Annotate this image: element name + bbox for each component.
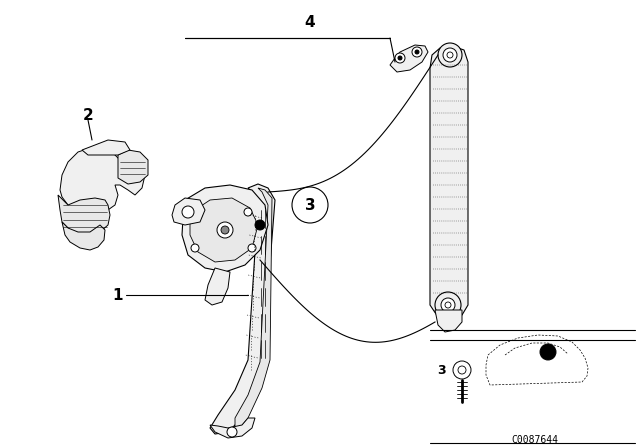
Circle shape bbox=[182, 206, 194, 218]
Circle shape bbox=[255, 220, 265, 230]
Circle shape bbox=[217, 222, 233, 238]
Circle shape bbox=[441, 298, 455, 312]
Circle shape bbox=[412, 47, 422, 57]
Polygon shape bbox=[235, 188, 272, 428]
Circle shape bbox=[398, 56, 402, 60]
Circle shape bbox=[221, 226, 229, 234]
Polygon shape bbox=[205, 268, 230, 305]
Circle shape bbox=[453, 361, 471, 379]
Text: 3: 3 bbox=[438, 363, 446, 376]
Polygon shape bbox=[190, 198, 258, 262]
Circle shape bbox=[458, 366, 466, 374]
Text: 4: 4 bbox=[305, 14, 316, 30]
Circle shape bbox=[438, 43, 462, 67]
Polygon shape bbox=[210, 418, 255, 438]
Circle shape bbox=[227, 427, 237, 437]
Circle shape bbox=[443, 48, 457, 62]
Polygon shape bbox=[118, 150, 148, 184]
Polygon shape bbox=[435, 310, 462, 332]
Text: 3: 3 bbox=[305, 198, 316, 212]
Polygon shape bbox=[82, 140, 130, 155]
Circle shape bbox=[395, 53, 405, 63]
Polygon shape bbox=[172, 198, 205, 225]
Polygon shape bbox=[58, 195, 110, 235]
Polygon shape bbox=[62, 222, 105, 250]
Circle shape bbox=[435, 292, 461, 318]
Circle shape bbox=[244, 208, 252, 216]
Text: 2: 2 bbox=[83, 108, 93, 122]
Circle shape bbox=[194, 211, 202, 219]
Circle shape bbox=[540, 344, 556, 360]
Text: 1: 1 bbox=[113, 288, 124, 302]
Circle shape bbox=[191, 244, 199, 252]
Polygon shape bbox=[430, 46, 468, 318]
Circle shape bbox=[415, 50, 419, 54]
Circle shape bbox=[292, 187, 328, 223]
Polygon shape bbox=[60, 148, 145, 215]
Polygon shape bbox=[210, 184, 275, 434]
Polygon shape bbox=[182, 185, 268, 272]
Text: C0087644: C0087644 bbox=[511, 435, 559, 445]
Circle shape bbox=[248, 244, 256, 252]
Polygon shape bbox=[390, 45, 428, 72]
Circle shape bbox=[447, 52, 453, 58]
